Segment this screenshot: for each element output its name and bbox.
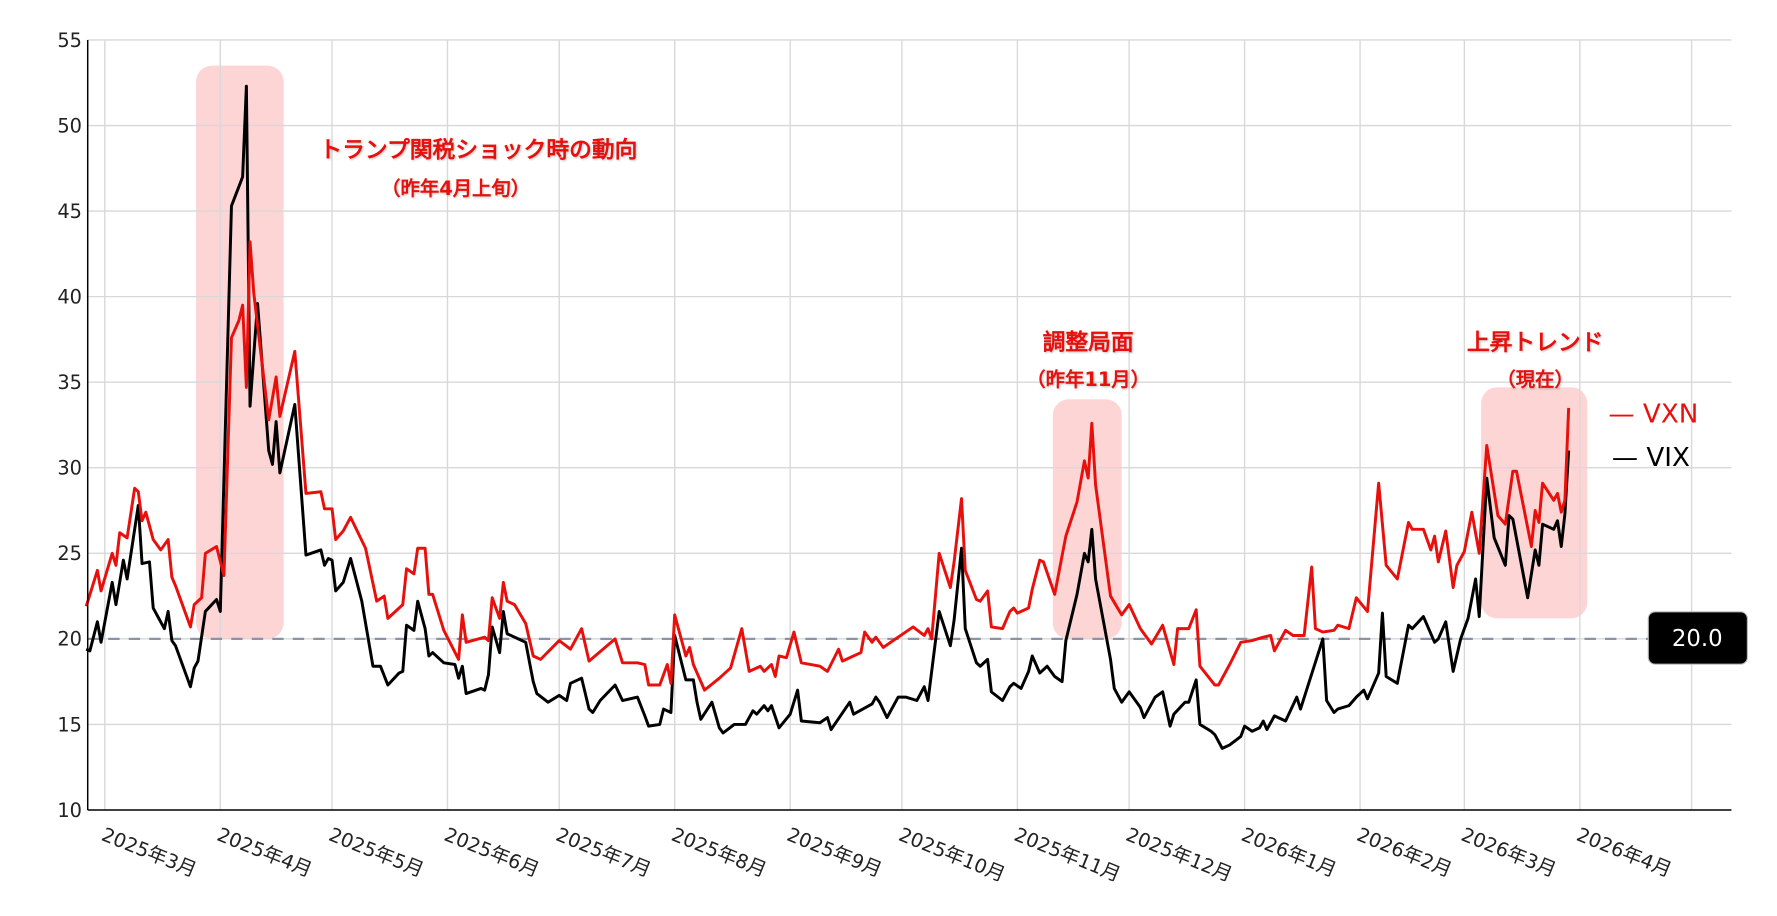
x-tick-labels: 2025年3月 2025年4月 2025年5月 2025年6月 2025年7月 2025年… [98, 823, 1675, 887]
x-tick-label: 2025年5月 [326, 823, 428, 882]
y-tick-labels: 10 15 20 25 30 35 40 45 50 55 [57, 29, 82, 822]
legend-vxn: — VXN [1608, 400, 1698, 430]
annotation-title: 上昇トレンド [1467, 330, 1604, 356]
annotation-title: 調整局面 [1043, 329, 1134, 356]
y-tick-label: 45 [57, 200, 82, 223]
x-tick-label: 2026年4月 [1573, 823, 1675, 882]
x-tick-label: 2025年7月 [553, 823, 655, 882]
annotation-title: トランプ関税ショック時の動向 [319, 136, 637, 163]
annotation-subtitle: （現在） [1496, 368, 1573, 391]
legend: — VXN — VIX [1608, 400, 1698, 473]
series-lines [84, 84, 1571, 750]
x-tick-label: 2025年11月 [1011, 823, 1124, 887]
series-line-vix [85, 84, 1571, 750]
highlight-region-0 [196, 65, 284, 639]
annotation-subtitle: （昨年4月上旬） [381, 177, 530, 200]
y-tick-label: 50 [57, 114, 82, 137]
x-tick-label: 2025年10月 [895, 823, 1008, 887]
annotations: トランプ関税ショック時の動向 （昨年4月上旬） 調整局面 （昨年11月） 上昇トレンド （… [319, 136, 1603, 391]
highlight-region-2 [1481, 387, 1588, 619]
x-tick-label: 2026年2月 [1354, 823, 1456, 882]
y-tick-label: 25 [57, 542, 82, 565]
highlight-regions [196, 65, 1588, 639]
x-tick-label: 2025年4月 [214, 823, 316, 882]
y-tick-label: 30 [57, 457, 82, 480]
reference-value-label: 20.0 [1672, 626, 1723, 652]
y-tick-label: 35 [57, 371, 82, 394]
highlight-region-1 [1052, 399, 1122, 639]
reference-value-badge: 20.0 [1647, 611, 1748, 665]
y-tick-label: 20 [57, 628, 82, 651]
series-line-vxn [84, 240, 1571, 692]
x-tick-label: 2025年12月 [1123, 823, 1236, 887]
x-tick-label: 2025年8月 [668, 823, 770, 882]
gridlines [87, 39, 1732, 810]
y-tick-label: 10 [57, 799, 82, 822]
x-tick-label: 2025年6月 [441, 823, 543, 882]
annotation-subtitle: （昨年11月） [1026, 368, 1150, 391]
legend-vix: — VIX [1612, 443, 1690, 473]
y-tick-label: 40 [57, 285, 82, 308]
y-tick-label: 15 [57, 713, 82, 736]
x-tick-label: 2026年1月 [1238, 823, 1340, 882]
y-tick-label: 55 [57, 29, 82, 52]
x-tick-label: 2025年9月 [784, 823, 886, 882]
x-tick-label: 2025年3月 [98, 823, 200, 882]
x-tick-label: 2026年3月 [1458, 823, 1560, 882]
